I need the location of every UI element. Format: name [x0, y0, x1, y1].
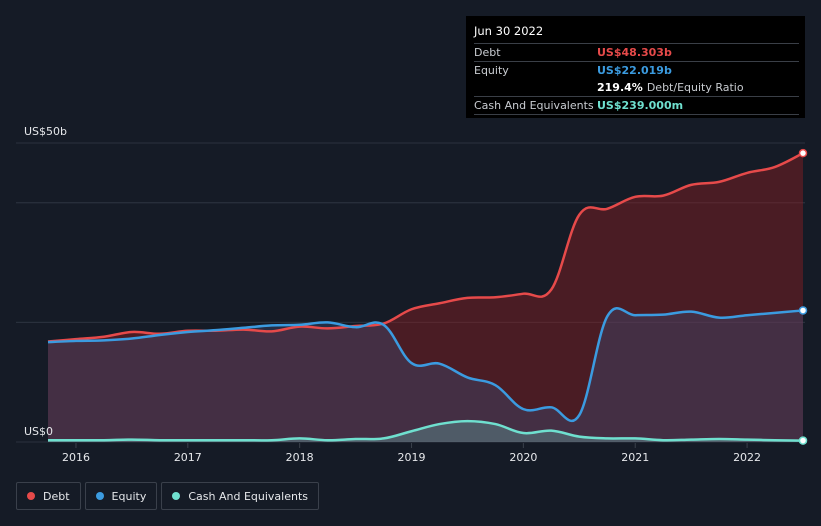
tooltip-debt-value: US$48.303b — [597, 46, 672, 59]
tooltip-ratio-row: 219.4% Debt/Equity Ratio — [474, 79, 799, 96]
legend-label-equity: Equity — [111, 489, 147, 503]
tooltip-cash-value: US$239.000m — [597, 99, 684, 112]
endpoint-debt — [798, 148, 808, 158]
series-lines — [47, 152, 804, 442]
endpoint-cash — [798, 436, 808, 445]
x-tick-label-2016: 2016 — [62, 451, 90, 464]
chart-legend: Debt Equity Cash And Equivalents — [16, 482, 319, 510]
data-tooltip: Jun 30 2022 Debt US$48.303b Equity US$22… — [466, 16, 805, 118]
endpoint-equity — [798, 306, 808, 315]
x-tick-label-2018: 2018 — [286, 451, 314, 464]
tooltip-ratio-value: 219.4% — [597, 81, 643, 94]
legend-label-debt: Debt — [43, 489, 70, 503]
line-cash — [48, 419, 804, 442]
tooltip-debt-label: Debt — [474, 46, 501, 59]
tooltip-ratio-label: Debt/Equity Ratio — [646, 81, 744, 94]
legend-dot-debt — [27, 492, 35, 500]
x-tick-label-2020: 2020 — [509, 451, 537, 464]
series-areas — [48, 153, 803, 442]
tooltip-debt-row: Debt US$48.303b — [474, 43, 799, 61]
legend-dot-cash — [172, 492, 181, 500]
grid-lines — [16, 142, 805, 443]
x-tick-label-2019: 2019 — [398, 451, 426, 464]
tooltip-equity-row: Equity US$22.019b — [474, 61, 799, 79]
area-debt — [48, 153, 803, 442]
legend-item-debt[interactable]: Debt — [16, 482, 81, 510]
tooltip-cash-row: Cash And Equivalents US$239.000m — [474, 96, 799, 115]
x-tick-label-2022: 2022 — [733, 451, 761, 464]
legend-dot-equity — [95, 492, 104, 500]
y-axis-bottom-label: US$0 — [24, 425, 53, 438]
tooltip-cash-label: Cash And Equivalents — [474, 99, 594, 112]
tooltip-date: Jun 30 2022 — [474, 24, 544, 38]
legend-label-cash: Cash And Equivalents — [188, 489, 308, 503]
x-axis-ticks: 2016 2017 2018 2019 2020 2021 2022 — [62, 443, 761, 464]
legend-item-equity[interactable]: Equity — [84, 482, 158, 510]
series-endpoints — [798, 148, 808, 445]
y-axis-top-label: US$50b — [24, 125, 67, 138]
tooltip-equity-value: US$22.019b — [597, 64, 672, 77]
legend-item-cash[interactable]: Cash And Equivalents — [161, 482, 319, 510]
line-equity — [47, 306, 804, 423]
x-tick-label-2021: 2021 — [621, 451, 649, 464]
area-equity — [48, 308, 803, 442]
tooltip-equity-label: Equity — [474, 64, 509, 77]
area-cash — [48, 421, 803, 442]
x-tick-label-2017: 2017 — [174, 451, 202, 464]
